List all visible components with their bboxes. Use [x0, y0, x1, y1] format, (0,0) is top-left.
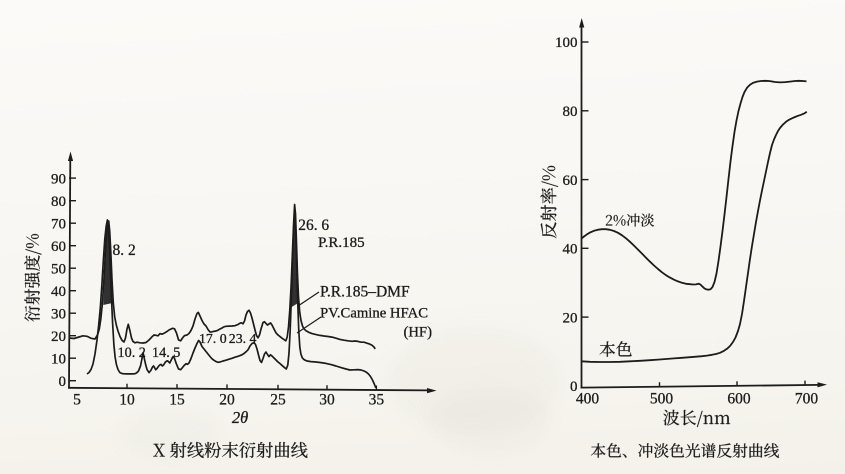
svg-text:(HF): (HF)	[403, 325, 432, 341]
svg-text:60: 60	[563, 173, 578, 189]
svg-text:40: 40	[51, 284, 66, 300]
svg-text:20: 20	[51, 329, 66, 345]
svg-text:23. 4: 23. 4	[229, 331, 257, 346]
svg-text:17. 0: 17. 0	[199, 331, 227, 346]
svg-text:5: 5	[73, 392, 81, 409]
svg-text:PV.Camine HFAC: PV.Camine HFAC	[320, 306, 428, 322]
svg-text:0: 0	[570, 379, 578, 395]
svg-text:100: 100	[555, 35, 578, 51]
svg-text:400: 400	[576, 391, 600, 408]
svg-text:26. 6: 26. 6	[298, 217, 329, 234]
svg-text:90: 90	[51, 171, 66, 187]
svg-text:700: 700	[795, 391, 819, 408]
svg-text:10: 10	[51, 351, 66, 367]
svg-text:10. 2: 10. 2	[118, 345, 146, 361]
svg-text:P.R.185: P.R.185	[318, 235, 365, 251]
svg-text:50: 50	[51, 261, 66, 277]
svg-text:35: 35	[369, 392, 385, 409]
svg-text:20: 20	[563, 310, 578, 326]
svg-text:30: 30	[319, 392, 335, 409]
svg-text:70: 70	[51, 216, 66, 232]
svg-text:600: 600	[727, 391, 751, 408]
svg-text:8. 2: 8. 2	[113, 242, 136, 259]
svg-text:500: 500	[650, 391, 674, 408]
svg-text:30: 30	[51, 306, 66, 322]
svg-text:60: 60	[51, 239, 66, 255]
svg-text:14. 5: 14. 5	[152, 345, 180, 361]
svg-text:80: 80	[51, 194, 66, 210]
svg-text:2θ: 2θ	[232, 408, 248, 427]
svg-text:P.R.185–DMF: P.R.185–DMF	[320, 284, 410, 301]
svg-text:20: 20	[219, 392, 235, 409]
svg-text:15: 15	[169, 392, 185, 409]
svg-text:80: 80	[563, 104, 578, 120]
svg-text:25: 25	[270, 392, 286, 409]
svg-text:0: 0	[59, 374, 67, 390]
svg-text:40: 40	[563, 242, 578, 258]
svg-text:10: 10	[119, 392, 135, 409]
